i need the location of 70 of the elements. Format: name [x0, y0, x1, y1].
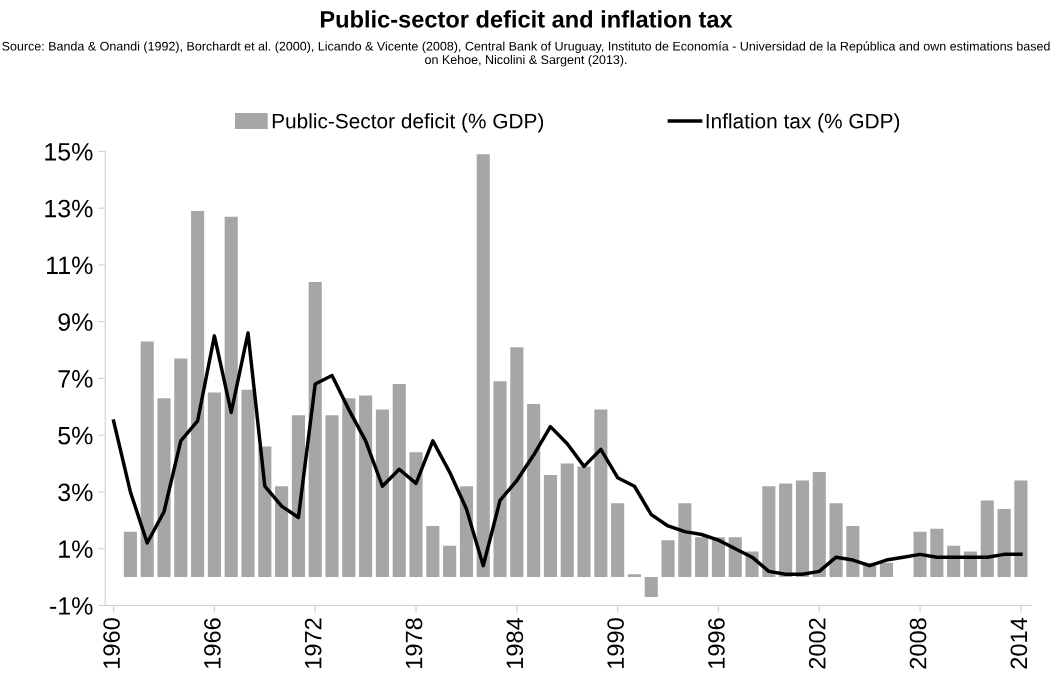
bar: [795, 480, 810, 578]
y-tick-label: 13%: [45, 199, 93, 218]
x-tick-label: 1990: [607, 618, 624, 668]
bar: [426, 525, 440, 578]
bar: [695, 537, 709, 578]
y-tick-label: 9%: [58, 313, 93, 331]
bar: [611, 503, 625, 578]
x-tick-label: 1972: [304, 618, 322, 668]
bar: [678, 503, 692, 578]
bar: [846, 525, 860, 578]
bar: [644, 577, 658, 597]
bar: [308, 281, 322, 578]
x-tick-label: 1984: [506, 617, 524, 668]
x-tick-label: 1996: [708, 618, 725, 668]
bar: [493, 381, 507, 578]
source-note: Source: Banda & Onandi (1992), Borchardt et al. (2000), Licando & Vicente (2008), Central Bank of Uruguay, Instituto de Economía - Universidad de la República and own estimations based on Kehoe, Nicolini & Sargent (2013).: [2, 41, 1050, 67]
bar: [325, 415, 339, 578]
bar: [207, 392, 221, 578]
bar: [157, 398, 171, 578]
bar: [140, 341, 154, 578]
y-tick-label: -1%: [50, 597, 93, 615]
bar: [980, 500, 994, 578]
y-tick-label: 3%: [58, 483, 93, 502]
bar: [711, 537, 726, 578]
bar: [342, 398, 356, 578]
x-tick-label: 2014: [1010, 617, 1028, 669]
bar: [812, 472, 826, 578]
bar: [543, 474, 557, 578]
y-tick-label: 15%: [45, 143, 93, 161]
bar: [594, 409, 608, 578]
bar: [997, 508, 1011, 578]
y-tick-label: 5%: [58, 426, 93, 445]
bar: [123, 531, 137, 578]
y-tick-label: 7%: [58, 370, 93, 388]
bar: [762, 486, 776, 578]
bar: [191, 210, 205, 578]
x-tick-label: 1966: [204, 618, 221, 668]
bar: [930, 528, 944, 578]
x-tick-label: 1978: [405, 618, 423, 668]
legend-label: Public-Sector deficit (% GDP): [272, 113, 544, 133]
bar: [1014, 480, 1028, 578]
bar: [879, 562, 894, 578]
bar: [359, 395, 373, 578]
bar: [527, 403, 541, 578]
bar: [174, 358, 188, 578]
bar: [829, 503, 843, 578]
y-tick-label: 11%: [47, 256, 93, 275]
bar: [375, 409, 389, 578]
y-tick-label: 1%: [59, 540, 93, 558]
line-series: [111, 331, 1023, 576]
bar: [224, 216, 238, 578]
bar: [409, 452, 423, 578]
bar: [560, 463, 574, 578]
x-tick-label: 2008: [909, 618, 927, 669]
bar: [476, 154, 490, 578]
bar: [913, 531, 927, 578]
chart-title: Public-sector deficit and inflation tax: [320, 10, 733, 28]
bar: [661, 540, 675, 578]
bar: [510, 347, 524, 578]
bar: [443, 545, 457, 578]
bar: [275, 486, 289, 578]
bar: [392, 384, 406, 578]
bar: [627, 574, 641, 578]
x-tick-label: 1960: [103, 618, 120, 668]
bar: [241, 389, 255, 578]
bar: [728, 537, 742, 578]
legend-label: Inflation tax (% GDP): [706, 113, 900, 133]
bar: [577, 466, 591, 578]
bar: [779, 483, 793, 578]
x-tick-label: 2002: [808, 618, 826, 669]
